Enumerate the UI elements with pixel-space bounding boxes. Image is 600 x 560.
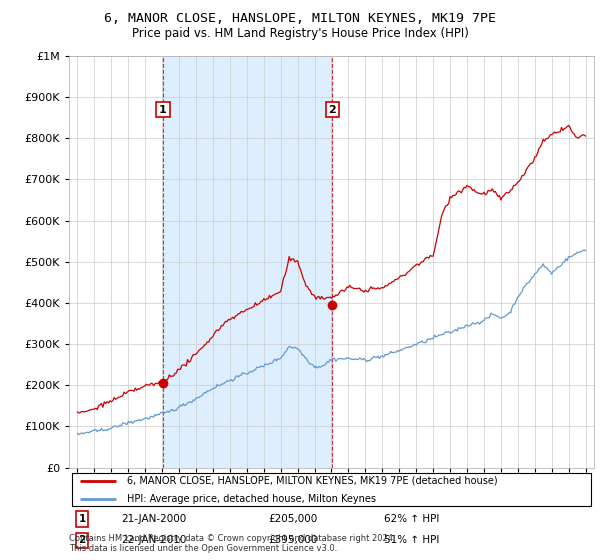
Text: £395,000: £395,000 [269, 535, 318, 545]
Bar [163, 56, 332, 468]
Text: 62% ↑ HPI: 62% ↑ HPI [384, 514, 439, 524]
Text: 1: 1 [159, 105, 167, 114]
Text: 2: 2 [328, 105, 336, 114]
Text: 1: 1 [79, 514, 86, 524]
FancyBboxPatch shape [71, 473, 592, 506]
Text: 21-JAN-2000: 21-JAN-2000 [121, 514, 187, 524]
Text: 2: 2 [79, 535, 86, 545]
Text: Price paid vs. HM Land Registry's House Price Index (HPI): Price paid vs. HM Land Registry's House … [131, 27, 469, 40]
Text: 6, MANOR CLOSE, HANSLOPE, MILTON KEYNES, MK19 7PE: 6, MANOR CLOSE, HANSLOPE, MILTON KEYNES,… [104, 12, 496, 25]
Text: 6, MANOR CLOSE, HANSLOPE, MILTON KEYNES, MK19 7PE (detached house): 6, MANOR CLOSE, HANSLOPE, MILTON KEYNES,… [127, 475, 497, 486]
Text: 51% ↑ HPI: 51% ↑ HPI [384, 535, 439, 545]
Text: HPI: Average price, detached house, Milton Keynes: HPI: Average price, detached house, Milt… [127, 494, 376, 504]
Text: £205,000: £205,000 [269, 514, 318, 524]
Text: 22-JAN-2010: 22-JAN-2010 [121, 535, 187, 545]
Text: Contains HM Land Registry data © Crown copyright and database right 2024.
This d: Contains HM Land Registry data © Crown c… [69, 534, 395, 553]
